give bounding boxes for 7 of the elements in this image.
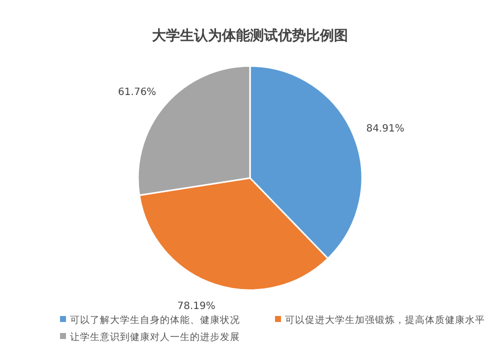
legend-label: 可以了解大学生自身的体能、健康状况 bbox=[70, 314, 240, 326]
chart-title: 大学生认为体能测试优势比例图 bbox=[152, 28, 348, 44]
data-label: 61.76% bbox=[118, 86, 156, 98]
data-label: 84.91% bbox=[366, 124, 404, 135]
legend-label: 可以促进大学生加强锻炼，提高体质健康水平 bbox=[285, 314, 485, 326]
data-label: 78.19% bbox=[177, 301, 216, 312]
legend-label: 让学生意识到健康对人一生的进步发展 bbox=[70, 331, 240, 343]
